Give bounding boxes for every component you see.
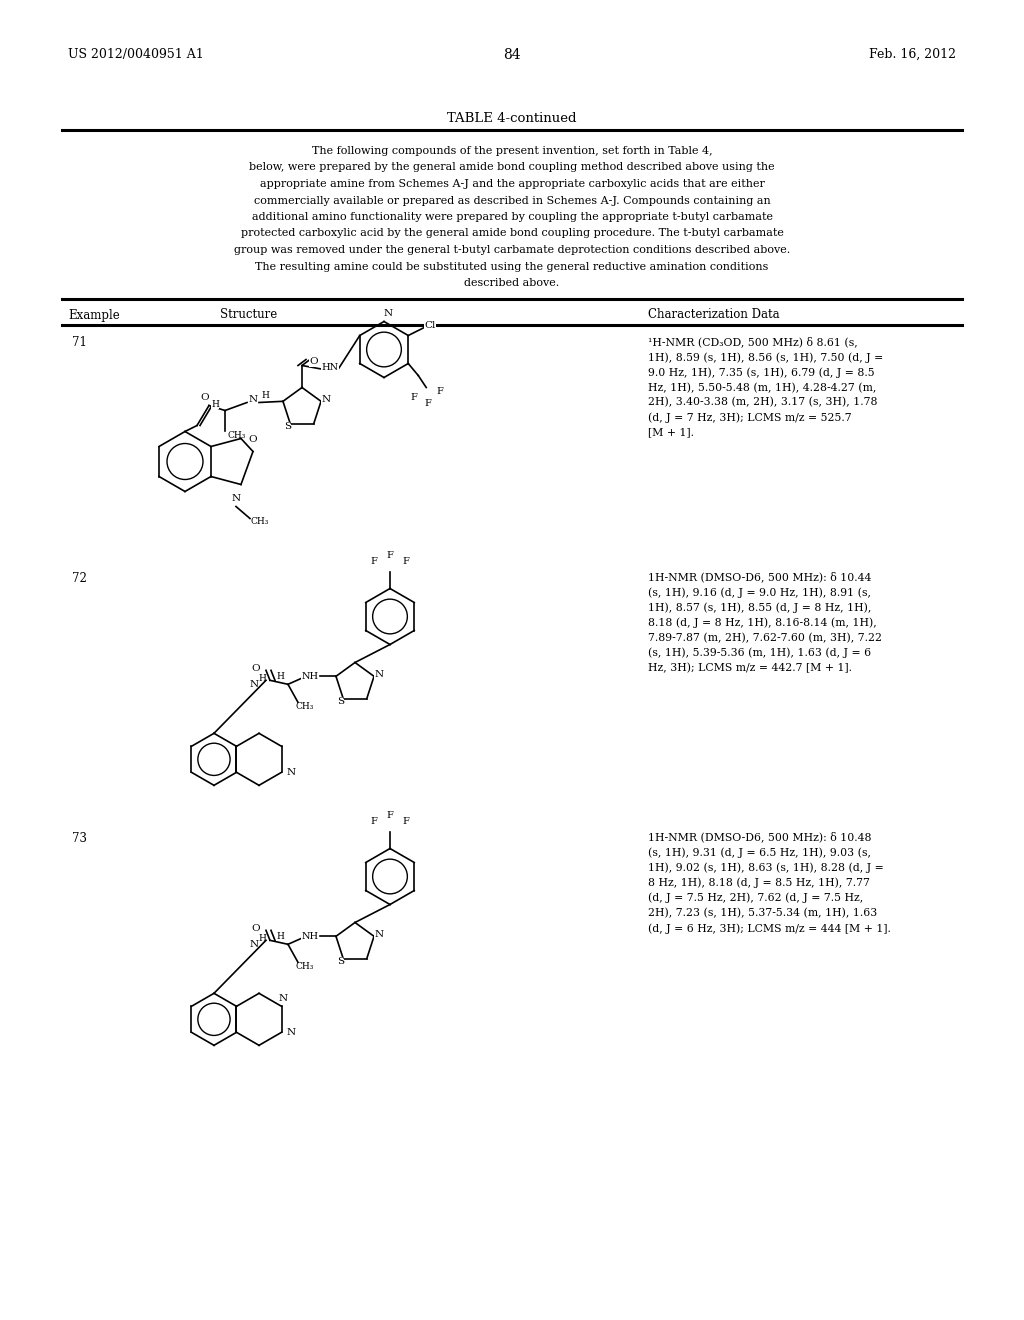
Text: O: O: [201, 393, 209, 403]
Text: O: O: [249, 436, 257, 444]
Text: below, were prepared by the general amide bond coupling method described above u: below, were prepared by the general amid…: [249, 162, 775, 173]
Text: H: H: [258, 933, 266, 942]
Text: H: H: [276, 932, 284, 941]
Text: F: F: [402, 817, 410, 826]
Text: 1H-NMR (DMSO-D6, 500 MHz): δ 10.44
(s, 1H), 9.16 (d, J = 9.0 Hz, 1H), 8.91 (s,
1: 1H-NMR (DMSO-D6, 500 MHz): δ 10.44 (s, 1…: [648, 572, 882, 673]
Text: appropriate amine from Schemes A-J and the appropriate carboxylic acids that are: appropriate amine from Schemes A-J and t…: [259, 180, 765, 189]
Text: Feb. 16, 2012: Feb. 16, 2012: [869, 48, 956, 61]
Text: F: F: [437, 387, 443, 396]
Text: CH₃: CH₃: [296, 962, 314, 972]
Text: protected carboxylic acid by the general amide bond coupling procedure. The t-bu: protected carboxylic acid by the general…: [241, 228, 783, 239]
Text: O: O: [309, 356, 318, 366]
Text: Example: Example: [68, 309, 120, 322]
Text: N: N: [375, 929, 384, 939]
Text: N: N: [383, 309, 392, 318]
Text: TABLE 4-continued: TABLE 4-continued: [447, 112, 577, 125]
Text: N: N: [231, 494, 241, 503]
Text: The resulting amine could be substituted using the general reductive amination c: The resulting amine could be substituted…: [255, 261, 769, 272]
Text: commercially available or prepared as described in Schemes A-J. Compounds contai: commercially available or prepared as de…: [254, 195, 770, 206]
Text: CH₃: CH₃: [227, 430, 246, 440]
Text: F: F: [371, 557, 378, 566]
Text: H: H: [276, 672, 284, 681]
Text: F: F: [402, 557, 410, 566]
Text: group was removed under the general t-butyl carbamate deprotection conditions de: group was removed under the general t-bu…: [233, 246, 791, 255]
Text: N: N: [322, 395, 331, 404]
Text: described above.: described above.: [464, 279, 560, 288]
Text: Cl: Cl: [425, 321, 436, 330]
Text: H: H: [261, 391, 269, 400]
Text: 1H-NMR (DMSO-D6, 500 MHz): δ 10.48
(s, 1H), 9.31 (d, J = 6.5 Hz, 1H), 9.03 (s,
1: 1H-NMR (DMSO-D6, 500 MHz): δ 10.48 (s, 1…: [648, 832, 891, 933]
Text: O: O: [252, 924, 260, 933]
Text: 73: 73: [72, 832, 87, 845]
Text: S: S: [337, 957, 344, 966]
Text: F: F: [371, 817, 378, 826]
Text: H: H: [258, 673, 266, 682]
Text: F: F: [387, 550, 393, 560]
Text: N: N: [250, 680, 259, 689]
Text: F: F: [425, 399, 432, 408]
Text: CH₃: CH₃: [251, 516, 269, 525]
Text: N: N: [287, 768, 296, 776]
Text: N: N: [287, 1028, 296, 1036]
Text: The following compounds of the present invention, set forth in Table 4,: The following compounds of the present i…: [311, 147, 713, 156]
Text: O: O: [252, 664, 260, 673]
Text: HN: HN: [322, 363, 339, 372]
Text: 84: 84: [503, 48, 521, 62]
Text: N: N: [375, 669, 384, 678]
Text: N: N: [250, 940, 259, 949]
Text: S: S: [337, 697, 344, 706]
Text: NH: NH: [301, 932, 318, 941]
Text: ¹H-NMR (CD₃OD, 500 MHz) δ 8.61 (s,
1H), 8.59 (s, 1H), 8.56 (s, 1H), 7.50 (d, J =: ¹H-NMR (CD₃OD, 500 MHz) δ 8.61 (s, 1H), …: [648, 337, 884, 437]
Text: F: F: [387, 810, 393, 820]
Text: CH₃: CH₃: [296, 702, 314, 711]
Text: H: H: [211, 400, 219, 409]
Text: 71: 71: [72, 337, 87, 350]
Text: F: F: [411, 393, 418, 403]
Text: 72: 72: [72, 572, 87, 585]
Text: NH: NH: [301, 672, 318, 681]
Text: N: N: [249, 395, 258, 404]
Text: additional amino functionality were prepared by coupling the appropriate t-butyl: additional amino functionality were prep…: [252, 213, 772, 222]
Text: N: N: [279, 994, 288, 1003]
Text: US 2012/0040951 A1: US 2012/0040951 A1: [68, 48, 204, 61]
Text: Structure: Structure: [220, 309, 278, 322]
Text: S: S: [284, 422, 291, 432]
Text: Characterization Data: Characterization Data: [648, 309, 779, 322]
